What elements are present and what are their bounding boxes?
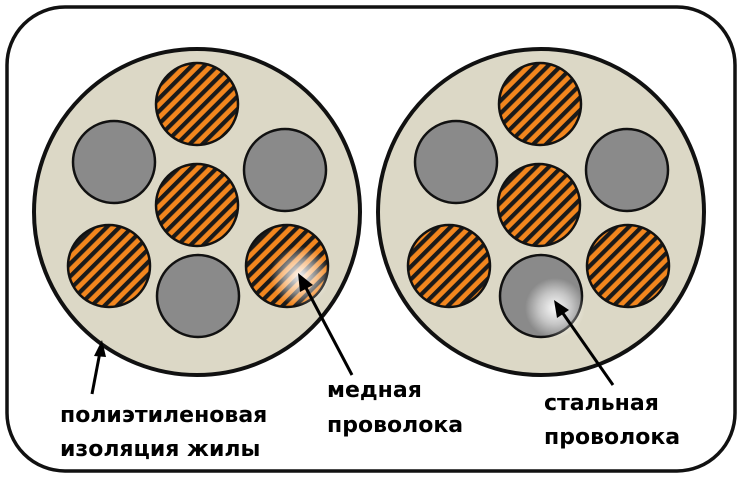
highlight-glow	[525, 278, 585, 338]
copper-label-line1: медная	[327, 378, 422, 403]
copper-wire	[497, 61, 583, 147]
copper-wire	[585, 223, 671, 309]
arrow-copper	[298, 273, 354, 376]
arrow-steel	[554, 300, 615, 386]
steel-wire	[242, 127, 328, 213]
core-left	[32, 47, 362, 377]
copper-wire	[66, 223, 152, 309]
copper-wire	[406, 223, 492, 309]
insulation-label-line2: изоляция жилы	[60, 437, 260, 462]
copper-wire	[154, 61, 240, 147]
insulation-label-line1: полиэтиленовая	[60, 403, 267, 428]
steel-wire	[413, 119, 499, 205]
steel-wire	[71, 119, 157, 205]
steel-label-line1: стальная	[544, 391, 659, 416]
copper-label-line2: проволока	[327, 413, 463, 438]
steel-label-line2: проволока	[544, 425, 680, 450]
arrow-insulation	[90, 340, 106, 395]
copper-wire	[496, 162, 582, 248]
core-right	[376, 47, 706, 377]
copper-wire	[154, 162, 240, 248]
steel-wire	[155, 253, 241, 339]
steel-wire	[584, 127, 670, 213]
